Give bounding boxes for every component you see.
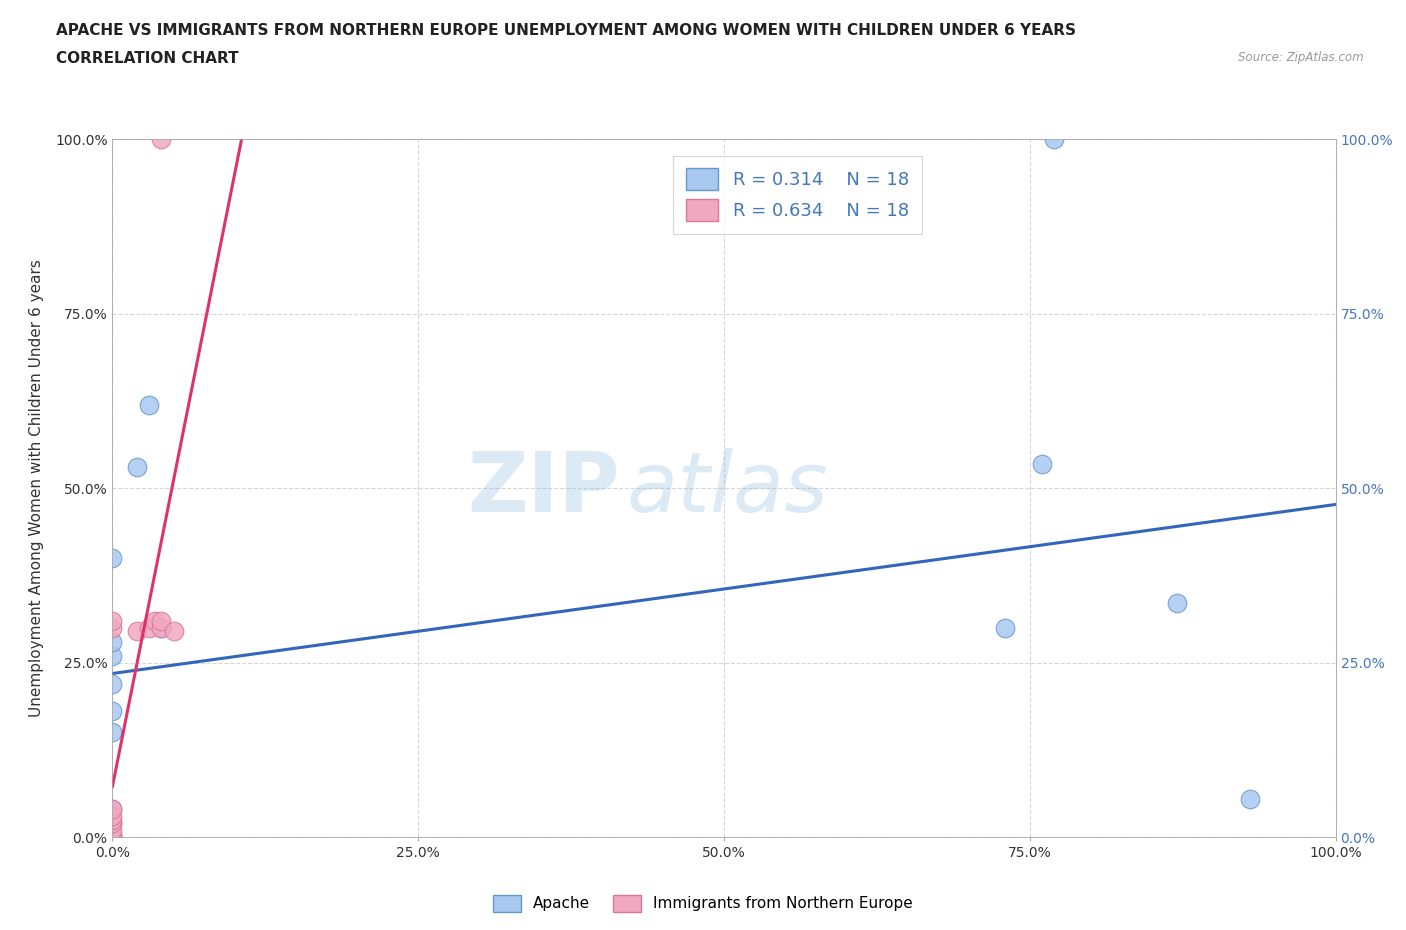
Point — [101, 725, 124, 740]
Point — [138, 620, 160, 635]
Text: atlas: atlas — [626, 447, 828, 529]
Point — [150, 620, 173, 635]
Point — [101, 830, 124, 844]
Point — [101, 802, 124, 817]
Point — [101, 809, 124, 824]
Point — [1166, 596, 1188, 611]
Point — [125, 460, 148, 474]
Y-axis label: Unemployment Among Women with Children Under 6 years: Unemployment Among Women with Children U… — [30, 259, 44, 717]
Point — [150, 614, 173, 629]
Point — [150, 132, 173, 147]
Point — [101, 551, 124, 565]
Point — [101, 830, 124, 844]
Text: Source: ZipAtlas.com: Source: ZipAtlas.com — [1239, 51, 1364, 64]
Point — [138, 397, 160, 412]
Legend: Apache, Immigrants from Northern Europe: Apache, Immigrants from Northern Europe — [488, 889, 918, 918]
Point — [101, 676, 124, 691]
Point — [101, 816, 124, 830]
Text: APACHE VS IMMIGRANTS FROM NORTHERN EUROPE UNEMPLOYMENT AMONG WOMEN WITH CHILDREN: APACHE VS IMMIGRANTS FROM NORTHERN EUROP… — [56, 23, 1076, 38]
Point — [101, 802, 124, 817]
Point — [994, 620, 1017, 635]
Point — [1043, 132, 1066, 147]
Point — [101, 823, 124, 838]
Text: CORRELATION CHART: CORRELATION CHART — [56, 51, 239, 66]
Point — [101, 648, 124, 663]
Point — [1031, 457, 1053, 472]
Point — [101, 830, 124, 844]
Point — [1239, 791, 1261, 806]
Point — [101, 634, 124, 649]
Text: ZIP: ZIP — [468, 447, 620, 529]
Point — [150, 620, 173, 635]
Point — [101, 812, 124, 827]
Point — [101, 614, 124, 629]
Point — [101, 620, 124, 635]
Point — [163, 624, 186, 639]
Point — [101, 704, 124, 719]
Point — [101, 816, 124, 830]
Point — [101, 830, 124, 844]
Point — [125, 624, 148, 639]
Legend: R = 0.314    N = 18, R = 0.634    N = 18: R = 0.314 N = 18, R = 0.634 N = 18 — [673, 155, 922, 233]
Point — [101, 826, 124, 841]
Point — [101, 830, 124, 844]
Point — [143, 614, 166, 629]
